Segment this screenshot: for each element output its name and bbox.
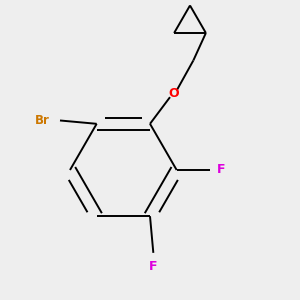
Text: F: F [217,164,225,176]
Text: F: F [149,260,158,272]
Text: O: O [168,87,178,100]
Text: Br: Br [35,114,50,127]
